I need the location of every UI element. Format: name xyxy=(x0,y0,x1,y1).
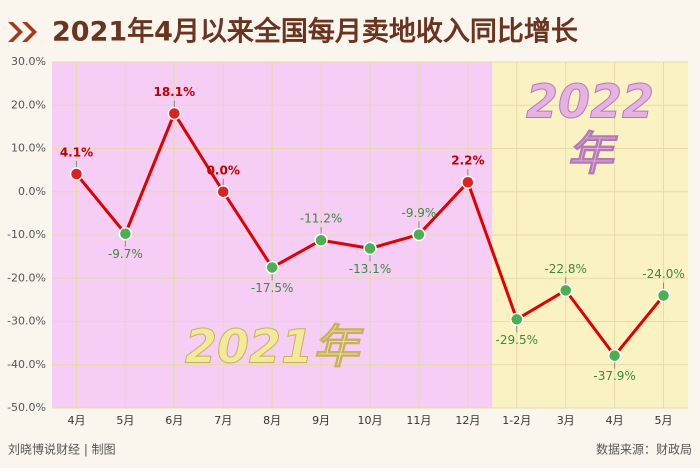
value-label: 2.2% xyxy=(451,154,484,168)
point xyxy=(216,185,230,199)
value-label: 18.1% xyxy=(153,85,195,99)
x-tick-label: 1-2月 xyxy=(502,414,531,427)
x-tick-label: 4月 xyxy=(67,414,85,427)
x-tick-label: 6月 xyxy=(165,414,183,427)
x-tick-label: 3月 xyxy=(557,414,575,427)
title-icon xyxy=(8,22,37,42)
footer-source: 数据来源：财政局 xyxy=(596,442,692,457)
value-label: -37.9% xyxy=(593,369,635,383)
point xyxy=(167,106,182,121)
x-tick-label: 9月 xyxy=(312,414,330,427)
x-tick-label: 4月 xyxy=(606,414,624,427)
value-label: -22.8% xyxy=(544,262,586,276)
point xyxy=(510,312,524,327)
value-label: 4.1% xyxy=(60,146,93,160)
x-tick-label: 7月 xyxy=(214,414,232,427)
y-tick-label: -30.0% xyxy=(7,315,46,328)
year-label: 年 xyxy=(567,127,618,181)
value-label: -9.9% xyxy=(402,206,437,220)
y-tick-label: 0.0% xyxy=(18,185,46,198)
x-tick-label: 5月 xyxy=(116,414,134,427)
point xyxy=(607,348,622,363)
point xyxy=(265,260,279,275)
y-tick-label: -40.0% xyxy=(7,358,46,371)
chart-title: 2021年4月以来全国每月卖地收入同比增长 xyxy=(52,16,579,48)
y-tick-label: 10.0% xyxy=(11,142,46,155)
point xyxy=(461,175,475,189)
point xyxy=(118,226,133,241)
year-label: 2022 xyxy=(526,75,654,129)
point xyxy=(558,283,573,298)
footer-credit: 刘晓博说财经 | 制图 xyxy=(8,442,116,457)
x-tick-label: 11月 xyxy=(406,414,431,427)
point xyxy=(69,167,84,181)
point xyxy=(656,288,671,303)
x-tick-label: 5月 xyxy=(655,414,673,427)
y-tick-label: -20.0% xyxy=(7,271,46,284)
point xyxy=(412,227,426,242)
y-tick-label: 30.0% xyxy=(11,55,46,68)
year-label: 2021年 xyxy=(185,320,364,374)
value-label: -13.1% xyxy=(349,262,391,276)
value-label: -17.5% xyxy=(251,281,293,295)
point xyxy=(314,233,328,247)
x-tick-label: 8月 xyxy=(263,414,281,427)
y-tick-label: -50.0% xyxy=(7,401,46,414)
y-tick-label: -10.0% xyxy=(7,228,46,241)
value-label: -9.7% xyxy=(108,247,143,261)
value-label: -24.0% xyxy=(642,267,684,281)
y-tick-label: 20.0% xyxy=(11,98,46,111)
x-tick-label: 10月 xyxy=(358,414,383,427)
x-tick-label: 12月 xyxy=(455,414,480,427)
value-label: 0.0% xyxy=(207,163,240,177)
value-label: -29.5% xyxy=(496,333,538,347)
value-label: -11.2% xyxy=(300,212,342,226)
point xyxy=(363,241,377,256)
